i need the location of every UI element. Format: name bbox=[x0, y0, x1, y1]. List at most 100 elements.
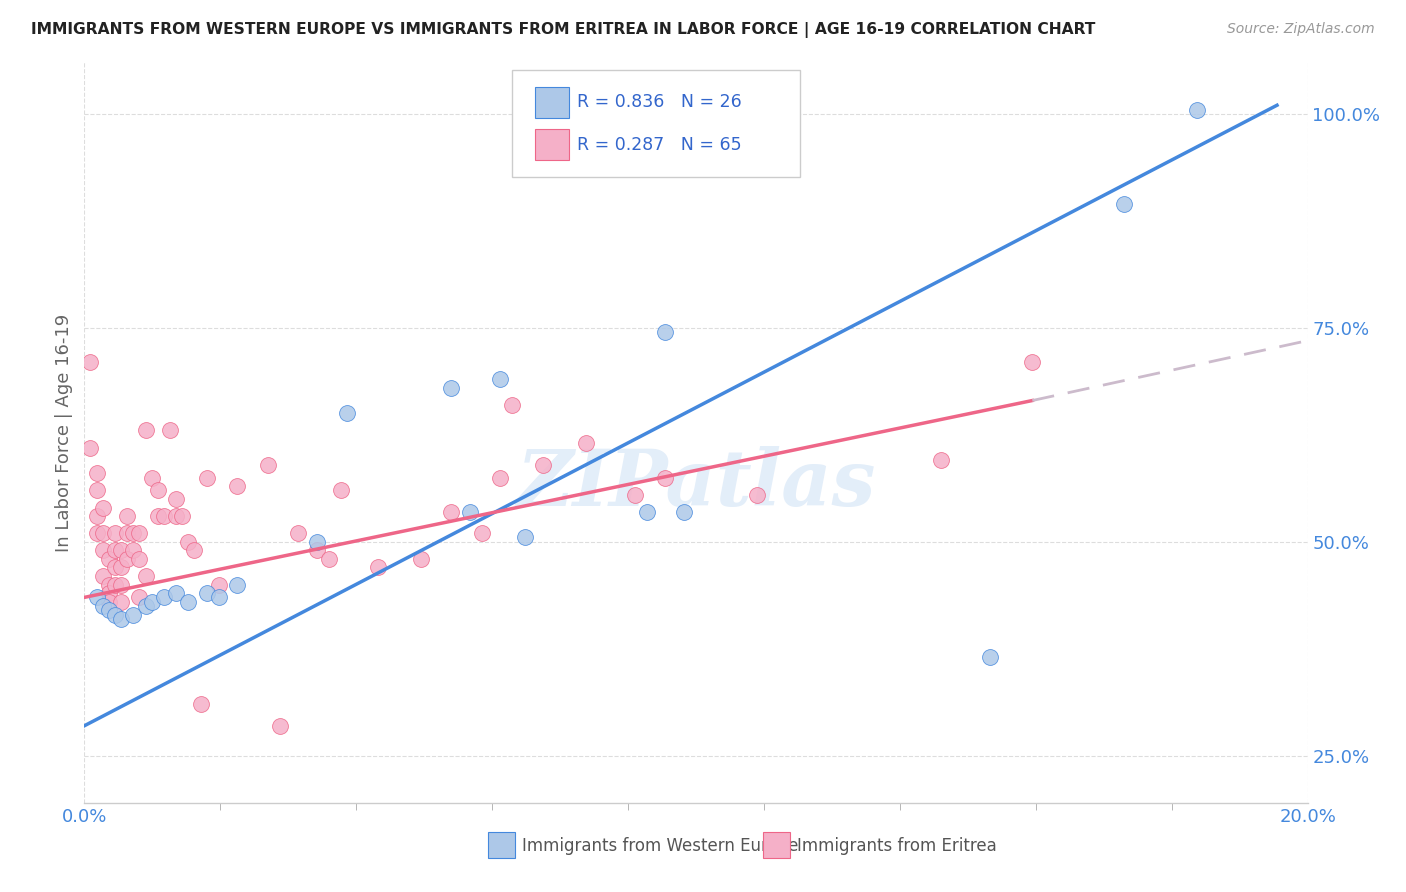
Point bbox=[747, 488, 769, 502]
Point bbox=[190, 698, 212, 712]
Text: ZIPatlas: ZIPatlas bbox=[516, 446, 876, 523]
Point bbox=[195, 470, 218, 484]
Point bbox=[104, 560, 127, 574]
Point bbox=[110, 595, 132, 609]
Point bbox=[183, 543, 205, 558]
Point bbox=[305, 534, 328, 549]
Point bbox=[208, 577, 231, 591]
Point bbox=[104, 607, 127, 622]
Point bbox=[330, 483, 353, 498]
Point bbox=[1187, 103, 1209, 117]
Point bbox=[489, 372, 512, 386]
Text: IMMIGRANTS FROM WESTERN EUROPE VS IMMIGRANTS FROM ERITREA IN LABOR FORCE | AGE 1: IMMIGRANTS FROM WESTERN EUROPE VS IMMIGR… bbox=[31, 22, 1095, 38]
Point bbox=[97, 603, 120, 617]
Point bbox=[929, 453, 952, 467]
Point bbox=[172, 509, 194, 524]
Point bbox=[165, 509, 187, 524]
Point bbox=[122, 526, 145, 541]
Point bbox=[654, 325, 676, 339]
Y-axis label: In Labor Force | Age 16-19: In Labor Force | Age 16-19 bbox=[55, 313, 73, 552]
Point bbox=[79, 441, 101, 455]
Point bbox=[86, 483, 108, 498]
Point bbox=[86, 526, 108, 541]
Point bbox=[91, 543, 114, 558]
Point bbox=[79, 355, 101, 369]
Point bbox=[624, 488, 647, 502]
Point bbox=[122, 607, 145, 622]
Point bbox=[489, 470, 512, 484]
Point bbox=[367, 560, 389, 574]
Point bbox=[110, 612, 132, 626]
Point bbox=[135, 599, 157, 613]
Point bbox=[575, 436, 598, 450]
Point bbox=[177, 534, 200, 549]
Point bbox=[440, 505, 463, 519]
Point bbox=[287, 526, 309, 541]
Point bbox=[91, 526, 114, 541]
Point bbox=[122, 543, 145, 558]
Point bbox=[141, 470, 163, 484]
Point bbox=[1021, 355, 1043, 369]
Point bbox=[110, 543, 132, 558]
Point bbox=[979, 650, 1001, 665]
Point bbox=[128, 591, 150, 605]
Point bbox=[208, 591, 231, 605]
Point bbox=[177, 595, 200, 609]
Point bbox=[128, 552, 150, 566]
Point bbox=[502, 398, 524, 412]
Point bbox=[97, 595, 120, 609]
Point bbox=[104, 577, 127, 591]
Point bbox=[135, 569, 157, 583]
Point bbox=[672, 505, 695, 519]
Text: Immigrants from Western Europe: Immigrants from Western Europe bbox=[522, 837, 799, 855]
Point bbox=[636, 505, 658, 519]
Point bbox=[135, 424, 157, 438]
Point bbox=[104, 543, 127, 558]
Point bbox=[91, 569, 114, 583]
Point bbox=[531, 458, 554, 472]
Point bbox=[115, 552, 138, 566]
Text: R = 0.836   N = 26: R = 0.836 N = 26 bbox=[578, 94, 742, 112]
Point bbox=[146, 509, 169, 524]
Bar bbox=[488, 832, 515, 858]
FancyBboxPatch shape bbox=[513, 70, 800, 178]
Point bbox=[86, 591, 108, 605]
Point bbox=[141, 595, 163, 609]
Text: Source: ZipAtlas.com: Source: ZipAtlas.com bbox=[1227, 22, 1375, 37]
Point bbox=[153, 509, 176, 524]
Text: Immigrants from Eritrea: Immigrants from Eritrea bbox=[797, 837, 997, 855]
Point bbox=[110, 577, 132, 591]
Point bbox=[128, 526, 150, 541]
Point bbox=[86, 467, 108, 481]
Point bbox=[165, 491, 187, 506]
Bar bbox=[534, 129, 569, 161]
Point bbox=[91, 500, 114, 515]
Point bbox=[153, 591, 176, 605]
Bar bbox=[534, 87, 569, 118]
Point bbox=[471, 526, 494, 541]
Point bbox=[257, 458, 280, 472]
Point bbox=[91, 599, 114, 613]
Point bbox=[165, 586, 187, 600]
Text: R = 0.287   N = 65: R = 0.287 N = 65 bbox=[578, 136, 742, 153]
Point bbox=[115, 509, 138, 524]
Point bbox=[97, 586, 120, 600]
Point bbox=[226, 479, 249, 493]
Bar bbox=[763, 832, 790, 858]
Point bbox=[513, 531, 536, 545]
Point bbox=[336, 406, 359, 420]
Point bbox=[195, 586, 218, 600]
Point bbox=[86, 509, 108, 524]
Point bbox=[97, 577, 120, 591]
Point bbox=[458, 505, 481, 519]
Point bbox=[115, 526, 138, 541]
Point bbox=[440, 381, 463, 395]
Point bbox=[97, 552, 120, 566]
Point bbox=[104, 526, 127, 541]
Point bbox=[226, 577, 249, 591]
Point bbox=[305, 543, 328, 558]
Point bbox=[159, 424, 181, 438]
Point bbox=[1114, 196, 1136, 211]
Point bbox=[409, 552, 432, 566]
Point bbox=[654, 470, 676, 484]
